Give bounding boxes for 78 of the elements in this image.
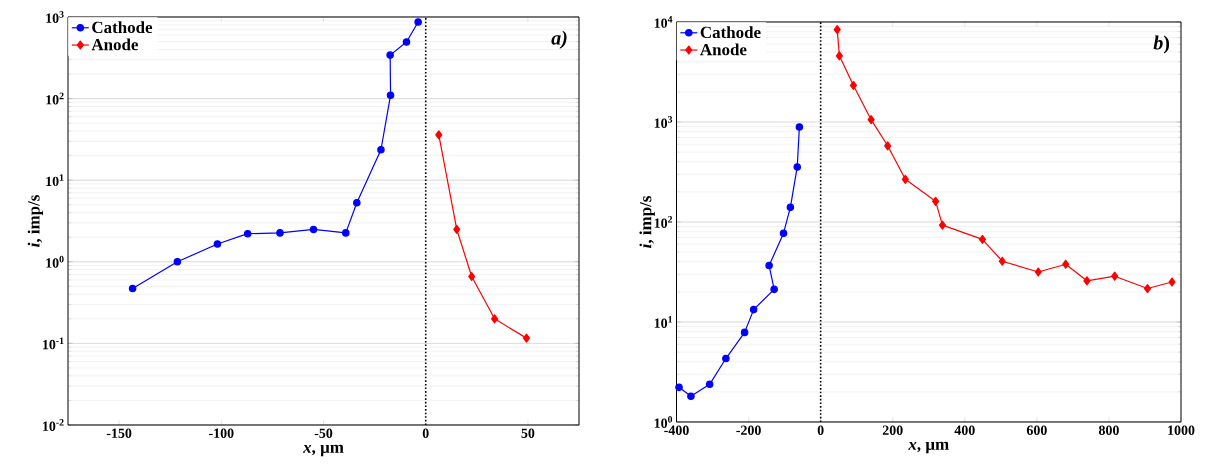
y-tick-label: 10$^{-1}$: [43, 337, 64, 350]
point: [833, 25, 841, 35]
point: [786, 203, 795, 212]
point: [353, 198, 361, 207]
y-tick-label: 10$^{3}$: [654, 116, 673, 128]
x-tick-label: 800: [1098, 425, 1119, 435]
x-tick-label: -100: [209, 428, 234, 438]
point: [722, 354, 730, 363]
point: [835, 51, 843, 61]
point: [938, 220, 947, 230]
legend-label: Anode: [91, 38, 138, 51]
point: [675, 383, 683, 392]
x-tick-label: 1000: [1168, 425, 1195, 435]
x-tick-label: 0: [817, 425, 824, 435]
point: [342, 229, 350, 237]
point: [978, 234, 987, 244]
x-tick-label: -50: [314, 428, 333, 438]
x-tick-label: 400: [954, 425, 975, 435]
x-axis-title: x, µm: [302, 444, 344, 457]
y-tick-label: 10$^{0}$: [46, 255, 64, 268]
point: [1111, 271, 1119, 281]
point: [386, 91, 395, 99]
point: [793, 163, 802, 171]
point: [453, 224, 461, 235]
point: [932, 196, 940, 206]
point: [749, 305, 758, 314]
point: [276, 229, 284, 237]
y-tick-label: 10$^{1}$: [654, 316, 672, 328]
legend-label: Cathode: [700, 26, 761, 39]
point: [795, 123, 804, 131]
point: [770, 285, 778, 294]
point: [386, 51, 394, 59]
y-tick-label: 10$^{1}$: [46, 174, 64, 187]
point: [687, 392, 695, 401]
y-tick-label: 10$^{-2}$: [43, 419, 64, 431]
point: [1034, 267, 1042, 277]
y-axis-title: i, imp/s: [27, 195, 44, 247]
point: [1143, 283, 1152, 294]
point: [309, 225, 318, 234]
point: [1168, 277, 1176, 287]
point: [901, 174, 909, 184]
point: [705, 380, 714, 389]
point: [998, 256, 1006, 266]
point: [765, 261, 773, 270]
point: [173, 258, 182, 266]
y-tick-label: 10$^{4}$: [654, 16, 673, 28]
x-tick-label: -150: [106, 428, 132, 438]
point: [243, 229, 252, 238]
point: [849, 80, 858, 91]
point: [128, 284, 137, 293]
point: [402, 38, 411, 46]
y-tick-label: 10$^{2}$: [46, 92, 64, 105]
point: [884, 141, 892, 151]
point: [468, 271, 476, 282]
point: [414, 18, 422, 26]
y-tick-label: 10$^{3}$: [46, 11, 64, 23]
x-axis-title: x, µm: [908, 441, 949, 454]
x-tick-label: 200: [882, 425, 903, 435]
point: [522, 333, 531, 343]
y-axis-title: i, imp/s: [639, 196, 655, 248]
point: [1083, 276, 1091, 286]
point: [491, 314, 499, 324]
x-tick-label: 0: [422, 428, 429, 438]
point: [377, 145, 385, 154]
annotation: a): [551, 30, 567, 49]
legend-label: Cathode: [92, 21, 153, 34]
x-tick-label: 600: [1026, 425, 1047, 435]
x-tick-label: 50: [521, 428, 535, 438]
point: [435, 130, 443, 140]
annotation: b): [1153, 35, 1170, 54]
x-tick-label: -200: [736, 425, 761, 435]
y-tick-label: 10$^{2}$: [654, 216, 673, 228]
point: [867, 115, 875, 125]
point: [1062, 259, 1070, 269]
point: [779, 229, 788, 237]
point: [740, 328, 749, 337]
legend-label: Anode: [700, 43, 747, 56]
point: [213, 240, 222, 248]
